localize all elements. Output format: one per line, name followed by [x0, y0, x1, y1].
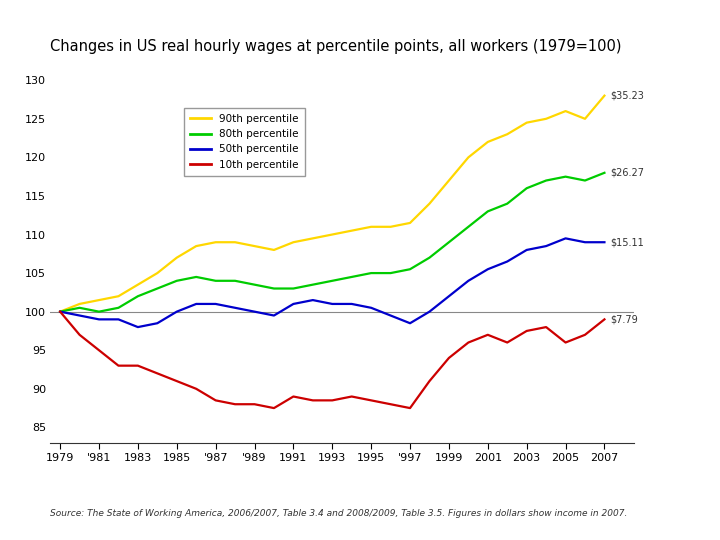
- Legend: 90th percentile, 80th percentile, 50th percentile, 10th percentile: 90th percentile, 80th percentile, 50th p…: [184, 108, 305, 176]
- Text: $15.11: $15.11: [611, 237, 644, 247]
- Text: $35.23: $35.23: [611, 91, 644, 100]
- Text: $26.27: $26.27: [611, 168, 644, 178]
- Text: $7.79: $7.79: [611, 314, 638, 325]
- Text: Changes in US real hourly wages at percentile points, all workers (1979=100): Changes in US real hourly wages at perce…: [50, 39, 622, 54]
- Text: Source: The State of Working America, 2006/2007, Table 3.4 and 2008/2009, Table : Source: The State of Working America, 20…: [50, 509, 628, 518]
